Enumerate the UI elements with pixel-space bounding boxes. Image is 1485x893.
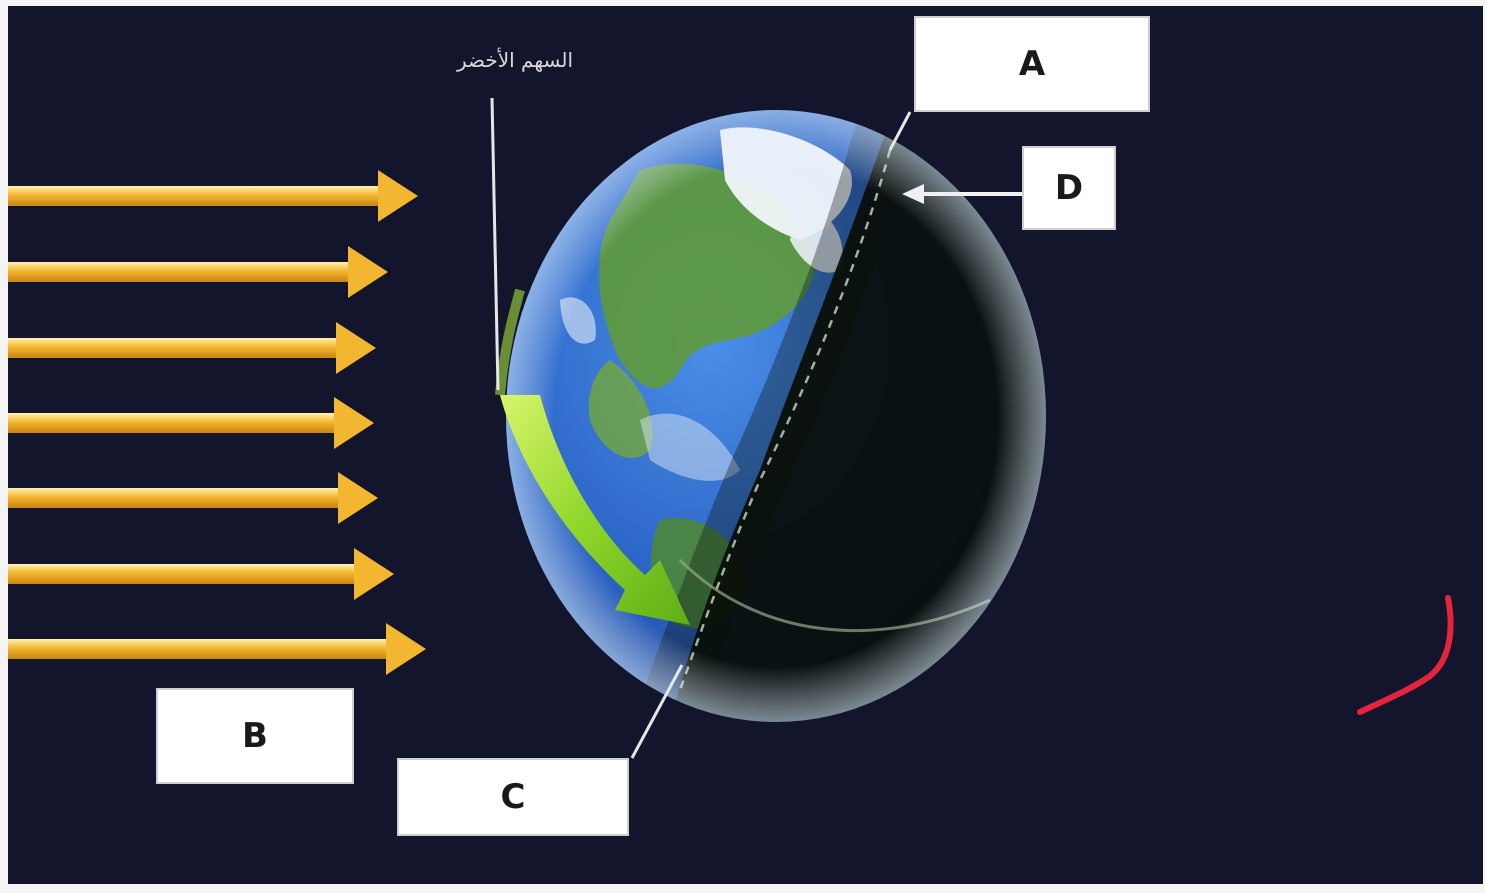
label-box-a: A	[914, 16, 1150, 112]
curved-arrow-icon	[495, 288, 690, 625]
arrow-right-icon	[8, 322, 376, 374]
earth-icon	[506, 110, 1046, 722]
leader-lines	[490, 97, 1022, 759]
d-pointer-arrowhead	[902, 184, 924, 204]
check-mark-icon	[1357, 595, 1454, 715]
sun-rays	[8, 170, 426, 675]
label-box-c: C	[397, 758, 629, 836]
arrow-right-icon	[8, 170, 418, 222]
label-box-d: D	[1022, 146, 1116, 230]
green-arrow-caption: السهم الأخضر	[456, 48, 574, 72]
arrow-right-icon	[8, 548, 394, 600]
c-leader-line	[630, 664, 684, 759]
arrow-right-icon	[8, 623, 426, 675]
a-leader-line	[888, 111, 912, 151]
arrow-right-icon	[8, 246, 388, 298]
arrow-right-icon	[8, 472, 378, 524]
arrow-right-icon	[8, 397, 374, 449]
caption-leader-line	[490, 97, 500, 391]
label-box-b: B	[156, 688, 354, 784]
